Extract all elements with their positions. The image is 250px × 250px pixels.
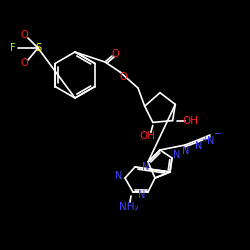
Text: +: + — [202, 134, 208, 143]
Text: OH: OH — [140, 132, 156, 141]
Text: N: N — [173, 150, 181, 160]
Text: S: S — [35, 43, 41, 53]
Text: N: N — [115, 171, 123, 181]
Text: O: O — [20, 30, 28, 40]
Text: OH: OH — [182, 116, 198, 126]
Text: N: N — [142, 162, 150, 172]
Text: N: N — [138, 190, 146, 200]
Text: −: − — [214, 129, 222, 139]
Text: O: O — [20, 58, 28, 68]
Text: O: O — [111, 49, 119, 59]
Text: NH₂: NH₂ — [119, 202, 139, 212]
Text: N: N — [207, 136, 215, 146]
Text: F: F — [10, 43, 16, 53]
Text: N: N — [195, 141, 203, 151]
Text: O: O — [119, 72, 127, 82]
Text: N: N — [182, 146, 190, 156]
